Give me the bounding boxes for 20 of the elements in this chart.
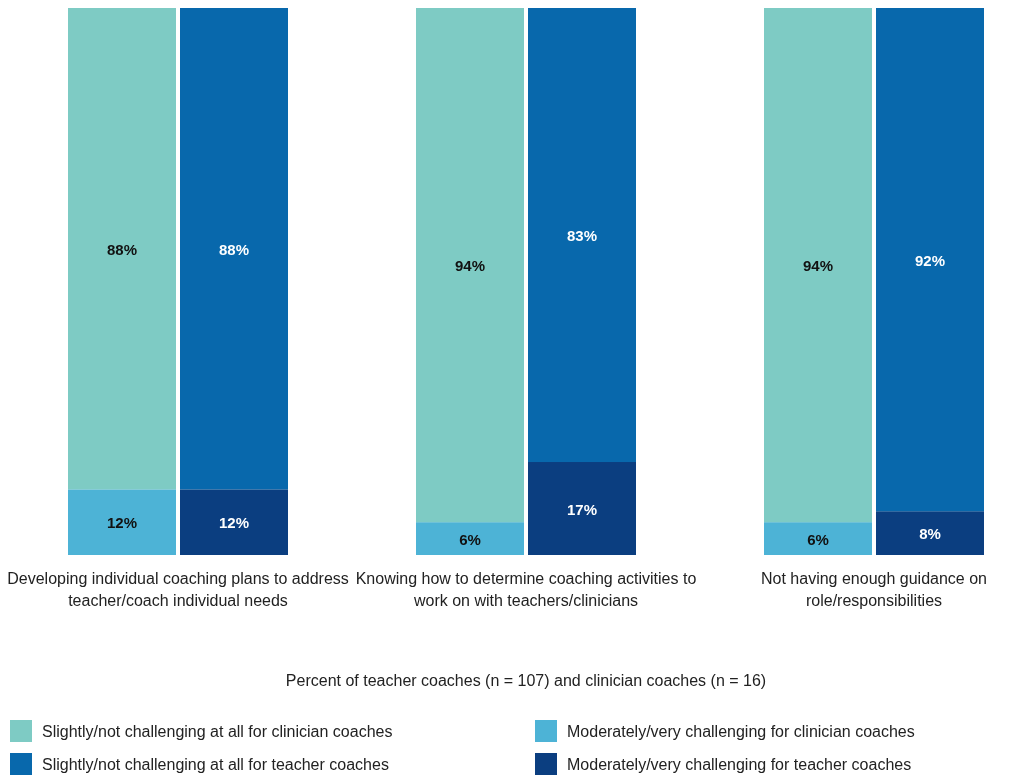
data-label: 83% <box>566 227 598 245</box>
data-label: 8% <box>919 525 941 543</box>
legend-label: Moderately/very challenging for clinician coaches <box>567 723 915 740</box>
legend-label: Moderately/very challenging for teacher coaches <box>567 756 912 773</box>
text: Percent of teacher coaches (n = 107) and clinician coaches (n = 16) <box>285 672 767 689</box>
x-axis-title: Knowing how to determine coaching activities to work on with teachers/clinicians <box>355 570 697 609</box>
data-label: 94% <box>802 257 834 275</box>
legend-label: Slightly/not challenging at all for teacher coaches <box>42 756 389 773</box>
data-label: 92% <box>914 251 946 269</box>
x-axis-title: Developing individual coaching plans to address teacher/coach individual needs <box>7 570 349 609</box>
data-label: 12% <box>106 514 138 532</box>
x-axis-title: Not having enough guidance on role/responsibilities <box>761 570 987 609</box>
data-label: 6% <box>459 530 481 548</box>
data-label: 17% <box>566 500 598 518</box>
data-label: 12% <box>218 514 250 532</box>
legend-label: Slightly/not challenging at all for clinician coaches <box>42 723 393 740</box>
data-label: 88% <box>106 240 138 258</box>
data-label: 94% <box>454 257 486 275</box>
data-label: 88% <box>218 240 250 258</box>
data-label: 6% <box>807 530 829 548</box>
